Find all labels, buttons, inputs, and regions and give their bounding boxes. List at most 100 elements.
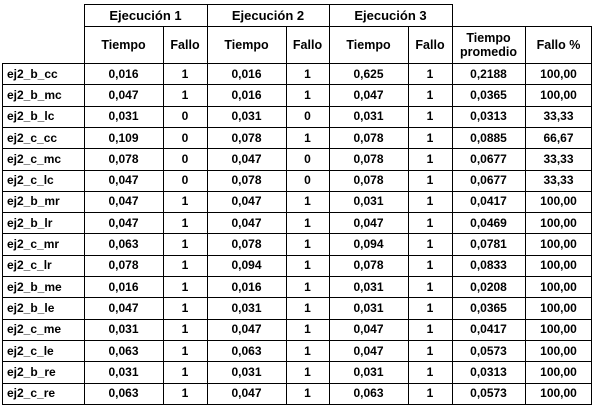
- col-header-tiempo-2: Tiempo: [224, 37, 269, 52]
- tiempo-1-cell: 0,047: [108, 300, 139, 315]
- tiempo-promedio-cell: 0,0313: [470, 364, 507, 379]
- tiempo-3-cell: 0,047: [353, 215, 384, 230]
- tiempo-3-cell: 0,031: [353, 300, 384, 315]
- tiempo-1-cell: 0,016: [108, 279, 139, 294]
- fallo-2-cell: 1: [304, 386, 311, 401]
- row-name-cell: ej2_c_lr: [7, 258, 52, 273]
- fallo-2-cell: 1: [304, 300, 311, 315]
- grid-line-h: [2, 127, 592, 128]
- fallo-pct-cell: 33,33: [543, 109, 574, 124]
- tiempo-2-cell: 0,016: [231, 66, 262, 81]
- tiempo-1-cell: 0,016: [108, 66, 139, 81]
- tiempo-promedio-cell: 0,0365: [470, 300, 507, 315]
- fallo-3-cell: 1: [426, 300, 434, 315]
- fallo-1-cell: 1: [181, 322, 189, 337]
- tiempo-2-cell: 0,031: [231, 364, 262, 379]
- fallo-pct-cell: 100,00: [540, 386, 577, 401]
- tiempo-3-cell: 0,063: [353, 386, 384, 401]
- col-header-fallo-2: Fallo: [292, 37, 323, 52]
- fallo-pct-cell: 100,00: [540, 215, 577, 230]
- tiempo-promedio-cell: 0,0885: [470, 130, 507, 145]
- grid-line-v: [408, 26, 409, 405]
- row-name-cell: ej2_c_cc: [7, 130, 58, 145]
- tiempo-promedio-cell: 0,0417: [470, 322, 507, 337]
- grid-line-v: [525, 26, 526, 405]
- tiempo-2-cell: 0,063: [231, 343, 262, 358]
- row-name-cell: ej2_c_mr: [7, 237, 60, 252]
- tiempo-1-cell: 0,078: [108, 258, 139, 273]
- row-name-cell: ej2_c_le: [7, 343, 54, 358]
- tiempo-3-cell: 0,031: [353, 194, 384, 209]
- grid-line-h: [2, 84, 592, 85]
- fallo-pct-cell: 100,00: [540, 258, 577, 273]
- row-name-cell: ej2_c_me: [7, 322, 62, 337]
- row-name-cell: ej2_c_lc: [7, 173, 54, 188]
- fallo-2-cell: 0: [304, 109, 311, 124]
- grid-line-h: [2, 170, 592, 171]
- tiempo-2-cell: 0,078: [231, 237, 262, 252]
- grid-line-v: [591, 26, 592, 405]
- grid-line-h: [84, 26, 452, 27]
- fallo-pct-cell: 66,67: [543, 130, 574, 145]
- grid-line-h: [2, 212, 592, 213]
- grid-line-h: [2, 106, 592, 107]
- tiempo-3-cell: 0,625: [353, 66, 384, 81]
- col-header-tiempo-1: Tiempo: [101, 37, 146, 52]
- grid-line-v: [329, 4, 330, 405]
- fallo-2-cell: 1: [304, 237, 311, 252]
- tiempo-1-cell: 0,047: [108, 87, 139, 102]
- tiempo-1-cell: 0,063: [108, 343, 139, 358]
- tiempo-3-cell: 0,047: [353, 322, 384, 337]
- grid-line-h: [2, 276, 592, 277]
- fallo-pct-cell: 33,33: [543, 151, 574, 166]
- col-header-fallo-pct: Fallo %: [536, 37, 581, 52]
- tiempo-3-cell: 0,078: [353, 130, 384, 145]
- tiempo-promedio-cell: 0,2188: [470, 66, 507, 81]
- fallo-3-cell: 1: [426, 237, 434, 252]
- tiempo-promedio-cell: 0,0313: [470, 109, 507, 124]
- fallo-3-cell: 1: [426, 194, 434, 209]
- fallo-3-cell: 1: [426, 322, 434, 337]
- tiempo-promedio-cell: 0,0417: [470, 194, 507, 209]
- grid-line-v: [207, 4, 208, 405]
- fallo-2-cell: 1: [304, 322, 311, 337]
- fallo-3-cell: 1: [426, 215, 434, 230]
- row-name-cell: ej2_b_mc: [7, 87, 62, 102]
- fallo-3-cell: 1: [426, 258, 434, 273]
- grid-line-h: [2, 319, 592, 320]
- grid-line-h: [2, 255, 592, 256]
- fallo-1-cell: 0: [181, 173, 189, 188]
- fallo-1-cell: 1: [181, 215, 189, 230]
- tiempo-promedio-cell: 0,0469: [470, 215, 507, 230]
- fallo-1-cell: 1: [181, 300, 189, 315]
- tiempo-1-cell: 0,031: [108, 364, 139, 379]
- tiempo-promedio-cell: 0,0573: [470, 343, 507, 358]
- fallo-2-cell: 0: [304, 151, 311, 166]
- fallo-1-cell: 1: [181, 343, 189, 358]
- grid-line-v: [286, 26, 287, 405]
- grid-line-h: [84, 4, 452, 5]
- row-name-cell: ej2_b_lc: [7, 109, 55, 124]
- fallo-1-cell: 1: [181, 87, 189, 102]
- fallo-1-cell: 0: [181, 130, 189, 145]
- tiempo-2-cell: 0,016: [231, 87, 262, 102]
- row-name-cell: ej2_b_mr: [7, 194, 60, 209]
- fallo-1-cell: 1: [181, 258, 189, 273]
- tiempo-1-cell: 0,031: [108, 109, 139, 124]
- fallo-3-cell: 1: [426, 66, 434, 81]
- tiempo-3-cell: 0,047: [353, 343, 384, 358]
- fallo-3-cell: 1: [426, 343, 434, 358]
- grid-line-v: [163, 26, 164, 405]
- fallo-3-cell: 1: [426, 87, 434, 102]
- tiempo-1-cell: 0,109: [108, 130, 139, 145]
- tiempo-2-cell: 0,047: [231, 194, 262, 209]
- row-name-cell: ej2_c_mc: [7, 151, 62, 166]
- fallo-1-cell: 1: [181, 194, 189, 209]
- fallo-3-cell: 1: [426, 151, 434, 166]
- fallo-pct-cell: 100,00: [540, 322, 577, 337]
- tiempo-3-cell: 0,031: [353, 279, 384, 294]
- grid-line-v: [2, 63, 3, 405]
- fallo-pct-cell: 100,00: [540, 279, 577, 294]
- tiempo-1-cell: 0,078: [108, 151, 139, 166]
- fallo-2-cell: 1: [304, 279, 311, 294]
